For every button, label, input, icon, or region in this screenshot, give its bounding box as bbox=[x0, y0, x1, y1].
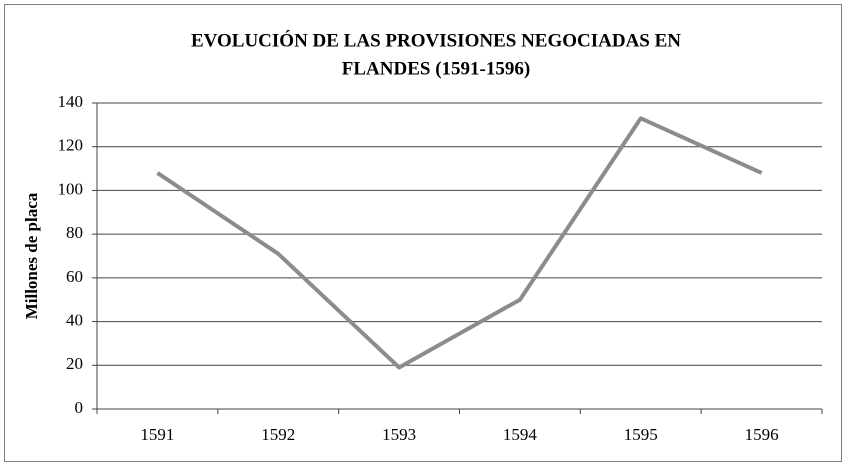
x-tick-label: 1595 bbox=[624, 425, 658, 444]
chart-border bbox=[4, 4, 842, 462]
y-tick-label: 100 bbox=[58, 179, 84, 198]
y-tick-label: 120 bbox=[58, 136, 84, 155]
y-tick-label: 20 bbox=[66, 354, 83, 373]
y-tick-label: 40 bbox=[66, 310, 83, 329]
y-tick-label: 80 bbox=[66, 223, 83, 242]
chart-title: FLANDES (1591-1596) bbox=[342, 58, 530, 79]
data-line bbox=[156, 116, 763, 370]
y-tick-label: 0 bbox=[75, 398, 84, 417]
y-tick-label: 140 bbox=[58, 92, 84, 111]
x-tick-label: 1596 bbox=[745, 425, 779, 444]
x-tick-label: 1591 bbox=[140, 425, 174, 444]
chart-title: EVOLUCIÓN DE LAS PROVISIONES NEGOCIADAS … bbox=[191, 29, 681, 51]
y-tick-label: 60 bbox=[66, 267, 83, 286]
x-tick-label: 1594 bbox=[503, 425, 538, 444]
x-tick-label: 1593 bbox=[382, 425, 416, 444]
x-tick-label: 1592 bbox=[261, 425, 295, 444]
y-axis-label: Millones de placa bbox=[22, 192, 41, 319]
